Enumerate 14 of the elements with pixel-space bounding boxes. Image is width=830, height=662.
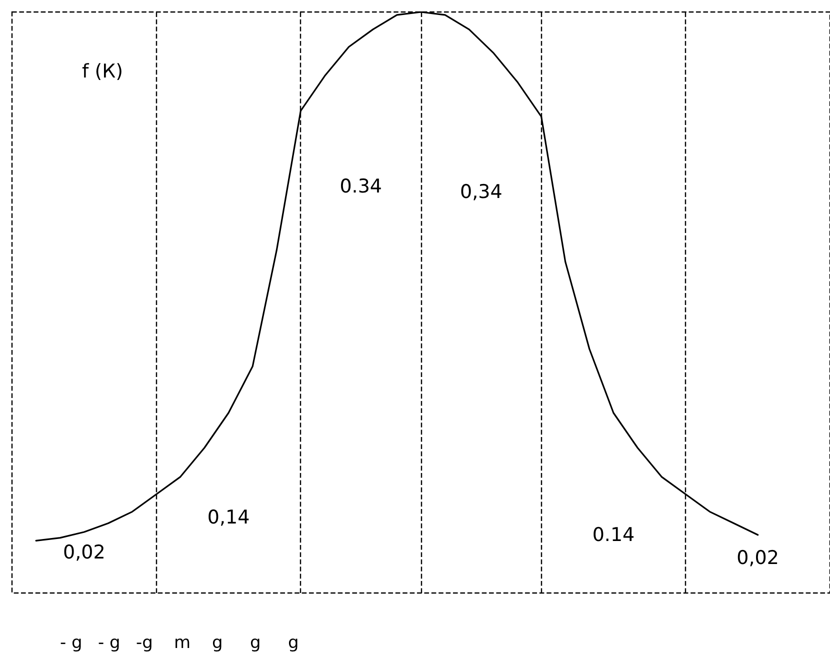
- text: - g: [60, 633, 84, 653]
- text: -g: [136, 633, 154, 653]
- text: g: [250, 633, 262, 653]
- text: - g: [98, 633, 122, 653]
- annotation: 0,02: [63, 541, 106, 564]
- text: g: [212, 633, 224, 653]
- annotation: 0.34: [340, 175, 382, 198]
- annotation: 0.14: [592, 524, 635, 546]
- text: g: [288, 633, 300, 653]
- annotation: 0,02: [736, 547, 779, 570]
- text: m: [174, 633, 192, 653]
- annotation: 0,34: [460, 181, 502, 204]
- y-axis-title: f (К): [82, 60, 124, 82]
- annotation: 0,14: [207, 506, 250, 528]
